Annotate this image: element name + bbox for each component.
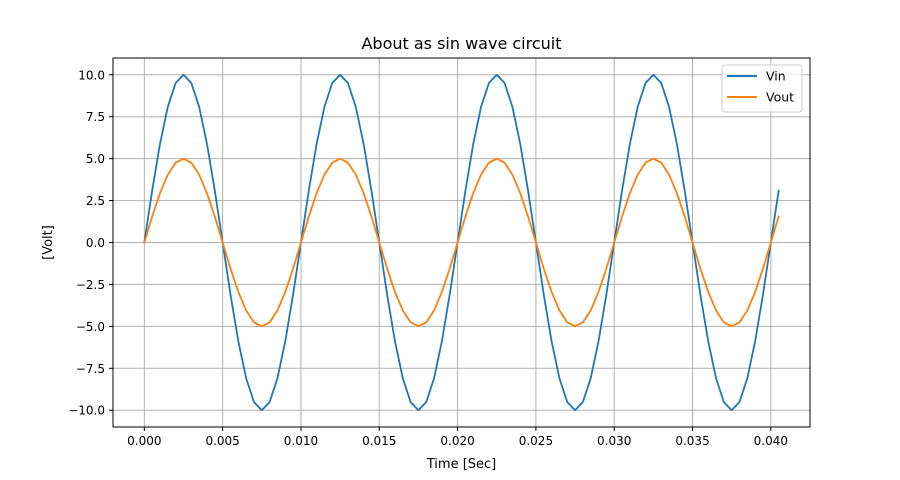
- grid: [113, 58, 810, 427]
- x-axis-label: Time [Sec]: [426, 457, 497, 472]
- x-tick-label: 0.015: [362, 434, 396, 448]
- legend-box: [721, 64, 803, 113]
- series-line-vout: [143, 157, 780, 328]
- y-tick-label: 2.5: [86, 194, 105, 208]
- series-line-vin: [143, 73, 780, 412]
- y-tick-label: 0.0: [86, 236, 105, 250]
- y-axis-ticks: −10.0 −7.5 −5.0 −2.5 0.0 2.5 5.0 7.5 10.0: [68, 68, 113, 418]
- x-tick-label: 0.000: [127, 434, 161, 448]
- y-tick-label: −7.5: [76, 362, 105, 376]
- x-tick-label: 0.005: [205, 434, 239, 448]
- series-layer: [143, 73, 780, 412]
- y-tick-label: 5.0: [86, 152, 105, 166]
- x-tick-label: 0.030: [597, 434, 631, 448]
- x-tick-label: 0.025: [519, 434, 553, 448]
- legend: Vin Vout: [721, 64, 803, 113]
- y-tick-label: −2.5: [76, 278, 105, 292]
- chart-title: About as sin wave circuit: [361, 34, 561, 53]
- legend-label-vin: Vin: [766, 69, 786, 84]
- y-tick-label: 7.5: [86, 110, 105, 124]
- y-tick-label: 10.0: [78, 68, 105, 82]
- x-axis-ticks: 0.000 0.005 0.010 0.015 0.020 0.025 0.030 0.035…: [127, 427, 788, 448]
- y-axis-label: [Volt]: [41, 225, 56, 260]
- x-tick-label: 0.010: [284, 434, 318, 448]
- x-tick-label: 0.020: [440, 434, 474, 448]
- x-tick-label: 0.035: [675, 434, 709, 448]
- legend-label-vout: Vout: [766, 90, 794, 105]
- x-tick-label: 0.040: [754, 434, 788, 448]
- y-tick-label: −5.0: [76, 320, 105, 334]
- y-tick-label: −10.0: [68, 404, 105, 418]
